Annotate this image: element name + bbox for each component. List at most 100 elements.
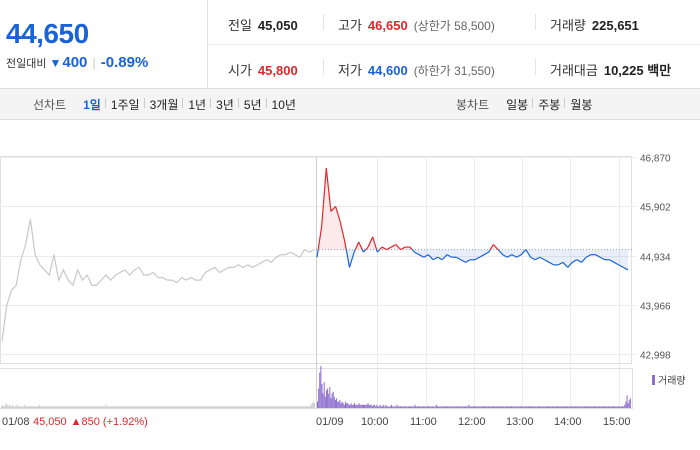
volume-bar [583, 406, 585, 408]
volume-bar [434, 406, 436, 408]
tab-range-3[interactable]: 1년 [182, 96, 211, 113]
volume-bar-prev [262, 406, 264, 408]
volume-bar [543, 406, 545, 408]
volume-bar [413, 406, 415, 408]
volume-bar [511, 406, 513, 408]
volume-bar [601, 406, 603, 408]
volume-bar-prev [270, 406, 272, 408]
tab-candle-0[interactable]: 일봉 [506, 97, 529, 112]
line-segment-up [390, 243, 397, 248]
volume-bar-prev [230, 406, 232, 408]
volume-bar [334, 399, 336, 408]
volume-bar [471, 406, 473, 408]
volume-bar-prev [300, 406, 302, 408]
line-segment-up [354, 241, 360, 250]
volume-bar [388, 406, 390, 408]
volume-bar-prev [225, 406, 227, 408]
volume-bar [463, 406, 465, 408]
volume-bar-prev [168, 406, 170, 408]
info-grid: 전일 45,050 고가 46,650 (상한가 58,500) 거래량 225,651… [208, 0, 700, 88]
volume-bar-prev [115, 406, 117, 408]
volume-bar [561, 406, 563, 408]
volume-bar-prev [40, 406, 42, 408]
volume-bar-prev [181, 406, 183, 408]
volume-bar [345, 401, 347, 408]
volume-bar-prev [199, 406, 201, 408]
area-segment [409, 247, 413, 250]
price-lines [1, 168, 632, 342]
tab-candle-1[interactable]: 주봉 [532, 96, 565, 113]
area-segment [405, 247, 410, 250]
volume-bar [414, 404, 416, 408]
volume-bar [587, 406, 589, 408]
volume-bar-prev [196, 406, 198, 408]
volume-swatch [652, 374, 655, 385]
volume-bar-prev [5, 403, 7, 408]
volume-bar-prev [163, 406, 165, 408]
volume-bar [570, 406, 572, 408]
volume-bar [567, 406, 569, 408]
volume-bar [430, 406, 432, 408]
volume-bar-prev [52, 406, 54, 408]
tab-range-4[interactable]: 3년 [210, 96, 239, 113]
volume-bar [341, 401, 343, 408]
volume-bar [387, 406, 389, 408]
volume-bar-prev [166, 406, 168, 408]
volume-bar [449, 406, 451, 408]
area-segment [590, 249, 596, 255]
volume-bar-prev [8, 404, 10, 408]
volume-bar [369, 404, 371, 408]
volume-bar [619, 406, 621, 408]
volume-bar-prev [137, 406, 139, 408]
tab-candle-2[interactable]: 월봉 [564, 96, 597, 113]
tab-range-6[interactable]: 10년 [265, 96, 301, 113]
volume-bar-prev [227, 406, 229, 408]
volume-bar [624, 404, 626, 408]
volume-bar-prev [162, 406, 164, 408]
line-segment-down [483, 251, 490, 256]
volume-bar [398, 406, 400, 408]
volume-bar [368, 404, 370, 408]
line-segment-up [379, 246, 383, 251]
volume-bar [401, 406, 403, 408]
volume-bar [508, 406, 510, 408]
volume-bar [626, 395, 628, 408]
tab-range-0[interactable]: 1일 [83, 97, 101, 112]
volume-bar [466, 406, 468, 408]
volume-bar-prev [95, 406, 97, 408]
volume-bar-prev [118, 406, 120, 408]
volume-bar [490, 406, 492, 408]
volume-bar-prev [34, 406, 36, 408]
volume-bar [364, 404, 366, 408]
volume-bar-prev [158, 406, 159, 408]
volume-bar [617, 406, 619, 408]
volume-bar-prev [124, 406, 126, 408]
volume-bar [495, 406, 497, 408]
line-chart-title: 선차트 [33, 97, 67, 112]
line-segment-down [572, 259, 578, 263]
area-segment [502, 249, 508, 258]
tab-range-1[interactable]: 1주일 [104, 96, 145, 113]
volume-bar-prev [265, 406, 267, 408]
volume-bar [629, 398, 631, 408]
volume-bar-prev [41, 406, 43, 408]
tab-range-5[interactable]: 5년 [237, 96, 267, 113]
tab-range-2[interactable]: 3개월 [143, 96, 184, 113]
volume-bar [348, 404, 350, 408]
volume-bar [542, 406, 544, 408]
volume-bar [454, 406, 456, 408]
volume-bar [546, 406, 548, 408]
area-segment [609, 249, 615, 263]
volume-bar [598, 406, 600, 408]
line-segment-down [474, 256, 480, 261]
volume-bar-prev [236, 406, 238, 408]
volume-bar [329, 387, 331, 408]
line-segment-up [317, 226, 323, 250]
triangle-up-icon: ▲ [71, 416, 82, 428]
current-price: 44,650 [6, 18, 89, 49]
volume-bar-prev [61, 406, 63, 408]
y-tick-label: 43,966 [640, 302, 671, 313]
area-segment [604, 249, 610, 260]
volume-bar [419, 406, 421, 408]
chart-grid [0, 156, 636, 409]
